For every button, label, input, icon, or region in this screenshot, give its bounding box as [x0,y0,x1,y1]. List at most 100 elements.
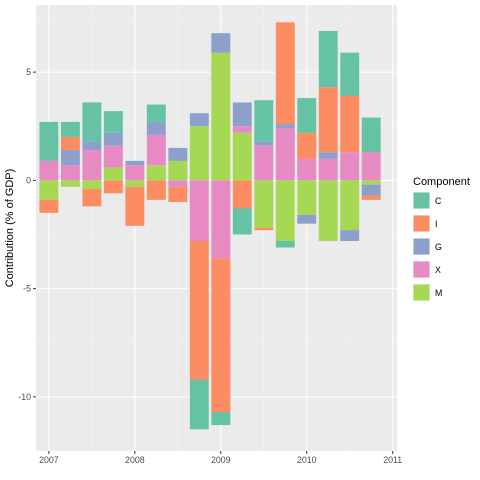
bar-segment-i [254,228,274,231]
bar-segment-x [146,134,166,166]
bar-segment-x [82,150,102,181]
bar-segment-x [189,180,209,241]
bar-segment-m [275,180,295,241]
bar-segment-i [125,186,145,226]
bar-segment-g [232,102,252,127]
bar-segment-m [318,180,338,241]
bars [39,22,381,430]
bar-segment-m [168,160,188,181]
bar-segment-i [146,180,166,200]
legend-label-x: X [435,265,441,275]
legend-swatch-m [413,284,430,301]
bar-segment-m [82,180,102,190]
legend-label-i: I [435,219,437,229]
bar-segment-x [318,158,338,181]
x-tick-label: 2008 [125,455,145,465]
bar-segment-c [254,100,274,142]
bar-segment-i [103,180,123,194]
legend-label-g: G [435,242,442,252]
bar-segment-c [60,121,80,138]
bar-segment-i [361,195,381,200]
bar-segment-x [297,158,317,181]
bar-segment-x [254,145,274,181]
y-tick-label: 5 [26,67,31,77]
bar-segment-c [297,98,317,133]
bar-segment-g [318,152,338,159]
bar-segment-c [39,121,59,161]
bar-segment-i [297,132,317,159]
bar-segment-m [211,52,231,181]
x-tick-label: 2009 [211,455,231,465]
y-axis-title: Contribution (% of GDP) [4,169,16,288]
legend-swatch-c [413,192,430,209]
legend-title: Component [413,176,470,188]
bar-segment-i [189,240,209,380]
bar-segment-m [189,126,209,181]
bar-segment-x [168,180,188,187]
legend-swatch-g [413,238,430,255]
bar-segment-i [60,137,80,151]
bar-segment-i [232,180,252,209]
bar-segment-g [340,230,360,241]
bar-segment-c [189,379,209,430]
bar-segment-m [103,167,123,181]
bar-segment-g [297,215,317,224]
bar-segment-g [189,113,209,127]
bar-segment-c [275,240,295,248]
bar-segment-c [146,104,166,122]
x-tick-label: 2010 [297,455,317,465]
legend-swatch-x [413,261,430,278]
y-axis: -10 -5 0 5 [18,67,36,402]
bar-segment-i [340,95,360,153]
bar-segment-g [82,141,102,151]
x-tick-label: 2011 [383,455,402,465]
bar-segment-g [211,33,231,53]
legend-label-c: C [435,196,442,206]
bar-segment-x [125,165,145,181]
bar-segment-m [39,180,59,200]
bar-segment-c [361,117,381,153]
bar-segment-m [340,180,360,231]
bar-segment-x [211,180,231,259]
bar-segment-i [82,189,102,207]
bar-segment-c [340,52,360,96]
bar-segment-i [168,186,188,203]
bar-segment-g [361,184,381,196]
bar-segment-x [60,165,80,181]
y-tick-label: -10 [18,392,31,402]
bar-segment-g [168,147,188,161]
bar-segment-i [318,87,338,153]
bar-segment-m [254,180,274,228]
y-tick-label: -5 [23,284,31,294]
x-axis: 2007 2008 2009 2010 2011 [39,451,402,465]
bar-segment-m [60,180,80,187]
bar-segment-x [39,160,59,181]
bar-segment-x [340,152,360,181]
bar-segment-c [103,111,123,133]
bar-segment-x [103,145,123,168]
bar-segment-g [254,141,274,146]
bar-segment-i [275,22,295,125]
bar-segment-x [361,152,381,181]
legend-swatch-i [413,215,430,232]
x-tick-label: 2007 [39,455,59,465]
bar-segment-i [39,199,59,213]
bar-segment-g [103,132,123,146]
bar-segment-i [211,258,231,413]
bar-segment-g [125,160,145,166]
bar-segment-g [60,150,80,166]
legend: Component C I G X M [413,176,470,301]
bar-segment-g [275,124,295,129]
bar-segment-m [232,132,252,181]
bar-segment-c [232,208,252,235]
legend-label-m: M [435,288,442,298]
bar-segment-x [275,128,295,181]
bar-segment-m [297,180,317,216]
bar-segment-m [146,165,166,181]
bar-segment-g [146,121,166,135]
bar-segment-m [361,180,381,185]
bar-segment-c [211,412,231,426]
bar-segment-c [318,30,338,88]
bar-segment-x [232,126,252,133]
